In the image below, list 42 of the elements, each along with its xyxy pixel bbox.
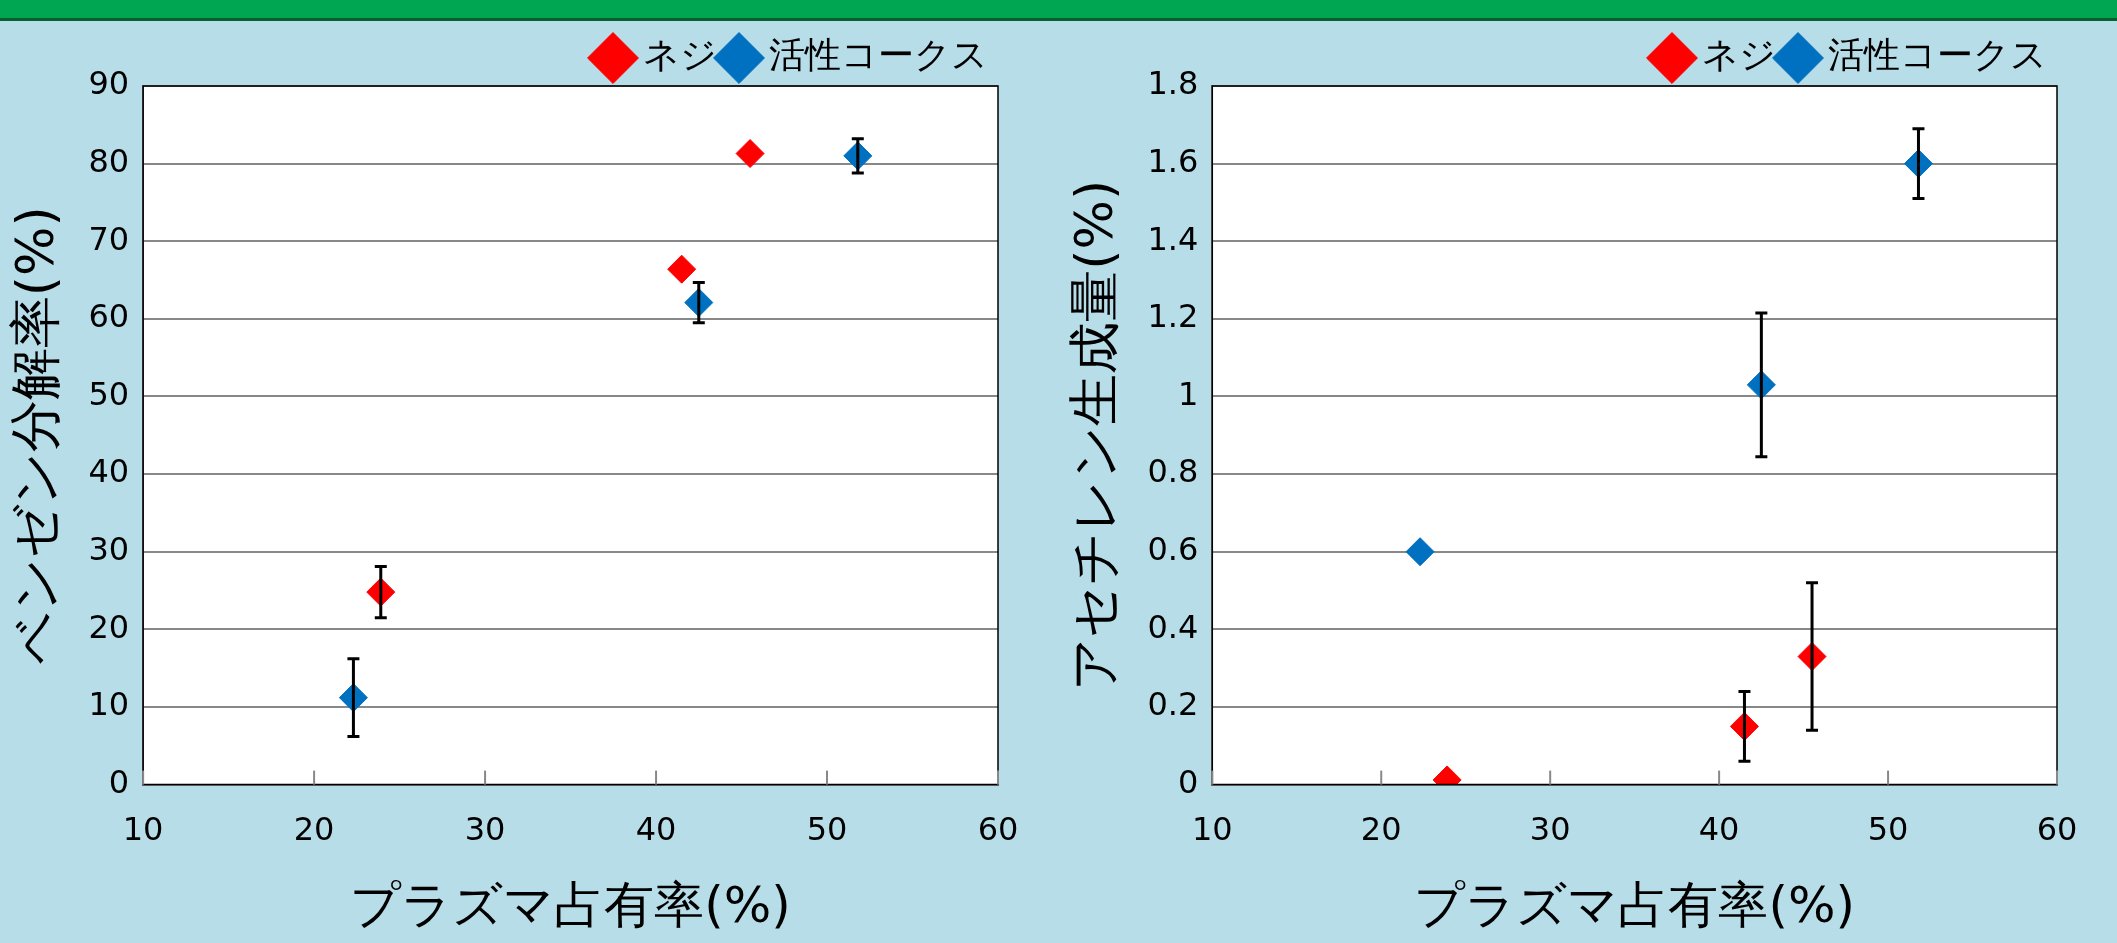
y-tick-label: 60: [88, 297, 130, 336]
y-tick-label: 1.4: [1147, 219, 1199, 258]
y-tick-label: 50: [88, 374, 130, 413]
x-axis-title: プラズマ占有率(%): [1414, 875, 1855, 934]
x-tick-label: 30: [464, 810, 506, 849]
y-tick-label: 0.6: [1147, 530, 1199, 569]
y-tick-label: 0.2: [1147, 685, 1199, 724]
y-tick-label: 0.4: [1147, 607, 1199, 646]
y-tick-label: 70: [88, 219, 130, 258]
legend-label: ネジ: [643, 34, 717, 76]
x-tick-label: 40: [635, 810, 677, 849]
y-axis-title: アセチレン生成量(%): [1063, 179, 1124, 691]
legend-label: 活性コークス: [769, 34, 988, 76]
y-tick-label: 1.2: [1147, 297, 1199, 336]
legend-label: 活性コークス: [1828, 34, 2047, 76]
x-tick-label: 20: [1360, 810, 1402, 849]
x-tick-label: 60: [2036, 810, 2078, 849]
y-tick-label: 80: [88, 141, 130, 180]
x-tick-label: 50: [1867, 810, 1909, 849]
y-tick-label: 0: [108, 762, 130, 801]
legend-label: ネジ: [1702, 34, 1776, 76]
y-tick-label: 0.8: [1147, 452, 1199, 491]
x-tick-label: 60: [977, 810, 1019, 849]
point: [735, 139, 765, 169]
x-tick-label: 20: [293, 810, 335, 849]
y-tick-label: 10: [88, 685, 130, 724]
y-tick-label: 1.8: [1147, 64, 1199, 103]
x-axis-title: プラズマ占有率(%): [350, 875, 791, 934]
y-tick-label: 20: [88, 607, 130, 646]
y-tick-label: 0: [1177, 762, 1199, 801]
x-tick-label: 40: [1698, 810, 1740, 849]
y-tick-label: 1.6: [1147, 141, 1199, 180]
y-axis-title: ベンゼン分解率(%): [4, 206, 65, 665]
y-tick-label: 40: [88, 452, 130, 491]
y-tick-label: 1: [1177, 374, 1199, 413]
point: [667, 254, 697, 284]
x-tick-label: 50: [806, 810, 848, 849]
x-tick-label: 30: [1529, 810, 1571, 849]
y-tick-label: 30: [88, 530, 130, 569]
x-tick-label: 10: [122, 810, 164, 849]
point: [1405, 537, 1435, 567]
y-tick-label: 90: [88, 64, 130, 103]
